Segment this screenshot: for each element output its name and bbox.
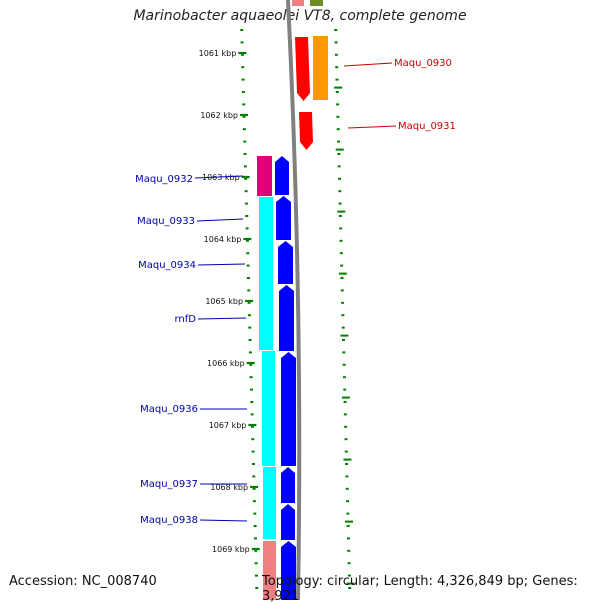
gene-label-leader xyxy=(194,175,244,179)
gene-label[interactable]: rnfD xyxy=(175,314,197,325)
gene-label[interactable]: Maqu_0931 xyxy=(398,121,456,132)
gene-label-leader xyxy=(347,125,397,129)
gene-label[interactable]: Maqu_0932 xyxy=(135,174,193,185)
ruler-tick-label: 1068 kbp xyxy=(210,483,248,492)
ruler-tick-label: 1062 kbp xyxy=(200,111,238,120)
gene-arrow-maqu-0934 xyxy=(278,241,293,284)
ruler-tick-label: 1064 kbp xyxy=(204,235,242,244)
gene-label-leader xyxy=(197,263,246,266)
gene-arrow-maqu-0937 xyxy=(281,467,295,503)
gene-feature-block xyxy=(259,197,273,350)
ruler-tick-label: 1067 kbp xyxy=(209,421,247,430)
gene-label[interactable]: Maqu_0934 xyxy=(138,260,196,271)
gene-arrow-maqu-0931 xyxy=(299,112,313,150)
ruler-tick-label: 1069 kbp xyxy=(212,545,250,554)
gene-feature-block xyxy=(310,0,323,6)
genome-backbone xyxy=(286,0,302,600)
gene-arrow-maqu-0938 xyxy=(281,504,295,540)
feature-layer xyxy=(257,0,328,600)
gene-label[interactable]: Maqu_0937 xyxy=(140,479,198,490)
ruler-tick-label: 1061 kbp xyxy=(199,49,237,58)
backbone-layer xyxy=(286,0,302,600)
gene-arrow-maqu-0933 xyxy=(276,196,291,240)
minor-tick-layer xyxy=(240,29,355,589)
gene-label[interactable]: Maqu_0930 xyxy=(394,58,452,69)
ruler-tick-label: 1066 kbp xyxy=(207,359,245,368)
gene-label-leader xyxy=(199,519,248,522)
gene-label[interactable]: Maqu_0936 xyxy=(140,404,198,415)
gene-arrow-rnfd xyxy=(279,285,294,351)
ruler-tick-label: 1065 kbp xyxy=(205,297,243,306)
gene-feature-block xyxy=(313,36,328,100)
gene-label-leader xyxy=(196,218,244,222)
gene-feature-block xyxy=(262,351,275,466)
gene-arrow-maqu-0936 xyxy=(281,352,296,466)
gene-feature-block xyxy=(292,0,304,6)
accession-label: Accession: NC_008740 xyxy=(9,574,157,589)
gene-label-leader xyxy=(343,62,393,67)
gene-arrow-maqu-0932 xyxy=(275,156,289,195)
gene-feature-block xyxy=(257,156,272,196)
gene-arrow-feature xyxy=(281,541,296,600)
gene-label-layer: Maqu_0930 Maqu_0931 Maqu_0932 Maqu_0933 Maqu… xyxy=(135,58,456,526)
gene-label[interactable]: Maqu_0933 xyxy=(137,216,195,227)
map-title: Marinobacter aquaeolei VT8, complete gen… xyxy=(133,8,467,24)
gene-arrow-maqu-0930 xyxy=(295,37,310,101)
gene-feature-block xyxy=(263,541,276,600)
gene-feature-block xyxy=(263,467,276,539)
gene-label[interactable]: Maqu_0938 xyxy=(140,515,198,526)
gene-label-leader xyxy=(197,317,247,320)
ruler-layer: 1061 kbp 1062 kbp 1063 kbp 1064 kbp 1065 kbp… xyxy=(199,49,260,554)
ruler-tick-label: 1063 kbp xyxy=(202,173,240,182)
